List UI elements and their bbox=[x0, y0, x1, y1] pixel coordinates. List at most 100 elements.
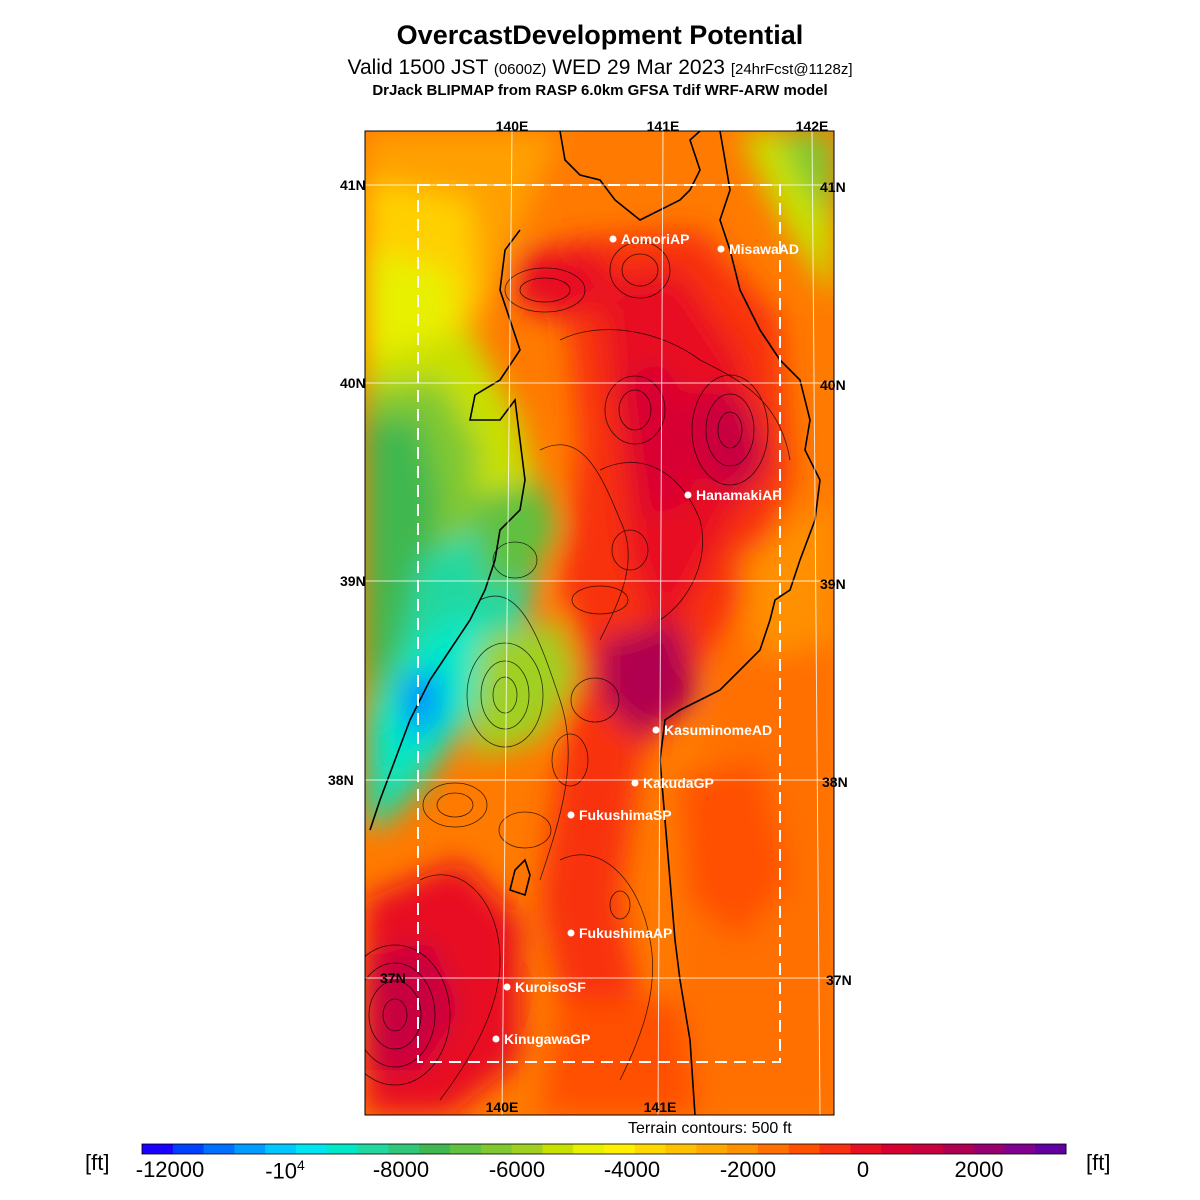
graticule bbox=[365, 131, 834, 1115]
colorbar-tick-base: -10 bbox=[265, 1158, 297, 1184]
colorbar-unit-right: [ft] bbox=[1086, 1150, 1111, 1175]
site-label: KakudaGP bbox=[643, 775, 714, 791]
site-marker bbox=[609, 235, 617, 243]
colorbar-swatch bbox=[942, 1144, 975, 1154]
colorbar-swatch bbox=[634, 1144, 667, 1154]
colorbar-tick-label: -2000 bbox=[719, 1157, 777, 1182]
colorbar-swatch bbox=[419, 1144, 451, 1154]
colorbar-tick-label: 0 bbox=[856, 1157, 870, 1182]
colorbar-tick-label: -12000 bbox=[135, 1157, 205, 1182]
colorbar bbox=[141, 1143, 1067, 1155]
site-marker bbox=[717, 245, 725, 253]
site-marker bbox=[684, 491, 692, 499]
site-misawa-ad[interactable]: MisawaAD bbox=[717, 241, 800, 257]
site-label: FukushimaSP bbox=[579, 807, 672, 823]
colorbar-swatch bbox=[172, 1144, 205, 1154]
valid-time: Valid 1500 JST (0600Z) WED 29 Mar 2023 [… bbox=[0, 56, 1200, 80]
terrain-contours bbox=[365, 241, 791, 1101]
colorbar-frame bbox=[141, 1143, 1067, 1155]
colorbar-swatch bbox=[665, 1144, 697, 1154]
site-label: KasuminomeAD bbox=[664, 722, 772, 738]
lat-label-41n-right: 41N bbox=[820, 179, 846, 195]
inner-domain-box bbox=[417, 184, 781, 1063]
site-kinugawa-gp[interactable]: KinugawaGP bbox=[492, 1031, 591, 1047]
colorbar-swatch bbox=[850, 1144, 882, 1154]
lon-label-141e-bottom: 141E bbox=[644, 1099, 677, 1115]
site-label: FukushimaAP bbox=[579, 925, 672, 941]
site-marker bbox=[503, 983, 511, 991]
site-marker bbox=[631, 779, 639, 787]
colorbar-swatch bbox=[357, 1144, 389, 1154]
colorbar-swatch bbox=[450, 1144, 482, 1154]
valid-prefix: Valid 1500 JST bbox=[347, 56, 488, 79]
lon-label-140e-top: 140E bbox=[496, 118, 529, 134]
site-marker bbox=[567, 929, 575, 937]
colorbar-tick-label: -6000 bbox=[488, 1157, 546, 1182]
map-frame bbox=[364, 130, 835, 1116]
colorbar-swatch bbox=[296, 1144, 328, 1154]
lon-label-140e-bottom: 140E bbox=[486, 1099, 519, 1115]
lat-label-40n-right: 40N bbox=[820, 377, 846, 393]
site-fukushima-ap[interactable]: FukushimaAP bbox=[567, 925, 673, 941]
colorbar-swatch bbox=[881, 1144, 913, 1154]
colorbar-unit-left: [ft] bbox=[85, 1150, 110, 1175]
site-label: KuroisoSF bbox=[515, 979, 586, 995]
colorbar-swatch bbox=[542, 1144, 574, 1154]
colorbar-tick-exponent: 4 bbox=[297, 1157, 305, 1173]
site-kasuminome-ad[interactable]: KasuminomeAD bbox=[652, 722, 773, 738]
colorbar-swatch bbox=[265, 1144, 297, 1154]
site-label: HanamakiAP bbox=[696, 487, 782, 503]
model-description: DrJack BLIPMAP from RASP 6.0km GFSA Tdif… bbox=[372, 82, 828, 99]
lat-label-41n-left: 41N bbox=[340, 177, 366, 193]
site-markers: AomoriAP MisawaAD HanamakiAP KasuminomeA… bbox=[492, 231, 800, 1047]
site-marker bbox=[567, 811, 575, 819]
site-label: KinugawaGP bbox=[504, 1031, 590, 1047]
lat-label-40n-left: 40N bbox=[340, 375, 366, 391]
site-label: MisawaAD bbox=[729, 241, 799, 257]
colorbar-swatch bbox=[819, 1144, 851, 1154]
colorbar-tick-label: -8000 bbox=[372, 1157, 430, 1182]
colorbar-swatch bbox=[203, 1144, 235, 1154]
lat-label-39n-right: 39N bbox=[820, 576, 846, 592]
lat-label-37n-right: 37N bbox=[826, 972, 852, 988]
colorbar-tick-label: -4000 bbox=[603, 1157, 661, 1182]
lat-label-38n-left: 38N bbox=[328, 772, 354, 788]
colorbar-swatch bbox=[788, 1144, 821, 1154]
colorbar-swatch bbox=[511, 1144, 543, 1154]
lon-label-141e-top: 141E bbox=[647, 118, 680, 134]
site-label: AomoriAP bbox=[621, 231, 689, 247]
forecast-field bbox=[365, 131, 834, 1115]
lat-label-37n-left: 37N bbox=[380, 970, 406, 986]
colorbar-swatch bbox=[758, 1144, 790, 1154]
colorbar-swatch bbox=[388, 1144, 420, 1154]
coastline bbox=[369, 131, 821, 1115]
forecast-info: [24hrFcst@1128z] bbox=[730, 61, 853, 78]
colorbar-swatch bbox=[604, 1144, 636, 1154]
colorbar-swatch bbox=[1004, 1144, 1036, 1154]
colorbar-swatch bbox=[480, 1144, 513, 1154]
site-marker bbox=[492, 1035, 500, 1043]
site-kakuda-gp[interactable]: KakudaGP bbox=[631, 775, 714, 791]
lat-label-39n-left: 39N bbox=[340, 573, 366, 589]
chart-title: OvercastDevelopment Potential bbox=[396, 20, 804, 50]
colorbar-swatch bbox=[912, 1144, 944, 1154]
valid-date: WED 29 Mar 2023 bbox=[552, 56, 725, 79]
colorbar-swatch bbox=[1035, 1144, 1067, 1154]
colorbar-swatch bbox=[573, 1144, 605, 1154]
site-marker bbox=[652, 726, 660, 734]
site-hanamaki-ap[interactable]: HanamakiAP bbox=[684, 487, 782, 503]
colorbar-swatch bbox=[973, 1144, 1005, 1154]
colorbar-swatch bbox=[326, 1144, 359, 1154]
site-kuroiso-sf[interactable]: KuroisoSF bbox=[503, 979, 587, 995]
colorbar-tick-label: -104 bbox=[265, 1157, 305, 1184]
lon-label-142e-top: 142E bbox=[796, 118, 829, 134]
valid-utc: (0600Z) bbox=[493, 61, 547, 78]
colorbar-tick-label: 2000 bbox=[954, 1157, 1004, 1182]
colorbar-swatch bbox=[727, 1144, 759, 1154]
site-aomori-ap[interactable]: AomoriAP bbox=[609, 231, 690, 247]
site-fukushima-sp[interactable]: FukushimaSP bbox=[567, 807, 672, 823]
colorbar-swatch bbox=[142, 1144, 174, 1154]
colorbar-swatch bbox=[234, 1144, 266, 1154]
terrain-contour-note: Terrain contours: 500 ft bbox=[628, 1120, 792, 1137]
